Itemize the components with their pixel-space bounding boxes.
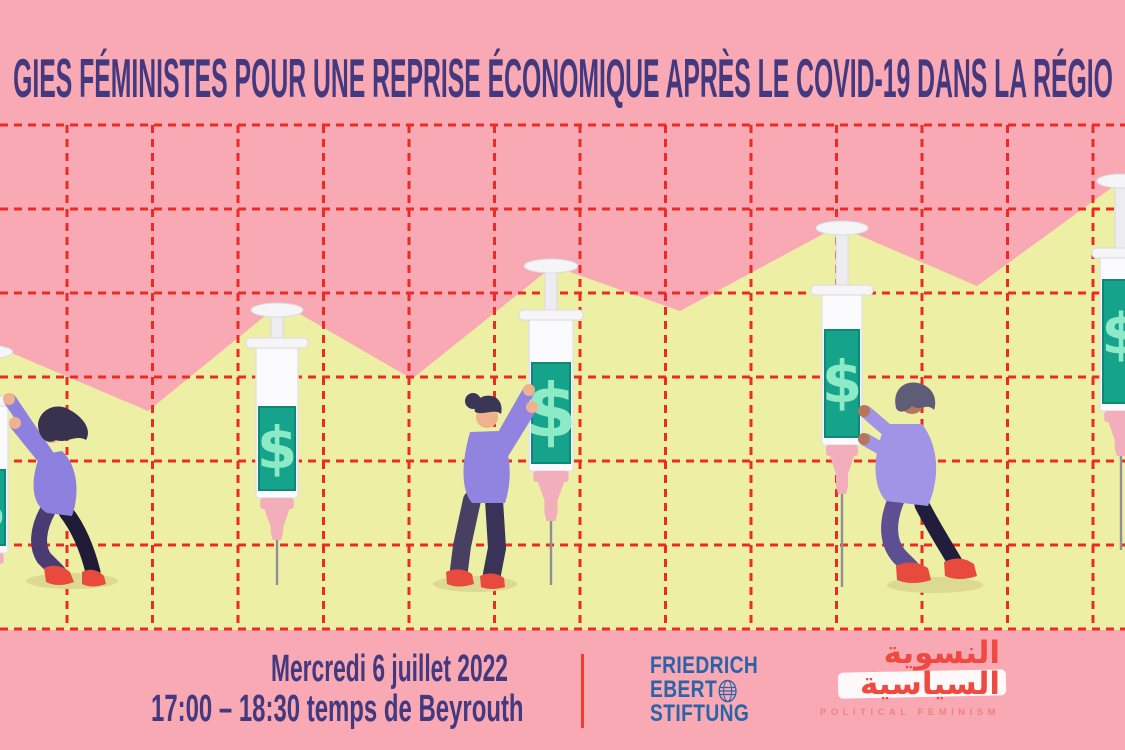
event-date: Mercredi 6 juillet 2022 xyxy=(271,648,508,690)
hair xyxy=(38,406,89,442)
political-feminism-logo: النسوية السياسية POLITICAL FEMINISM xyxy=(819,635,1007,718)
hand xyxy=(858,405,870,417)
hand xyxy=(858,433,870,445)
front-leg xyxy=(450,491,481,579)
right-edge-syringe: $ xyxy=(1091,173,1125,550)
pf-caption: POLITICAL FEMINISM xyxy=(819,707,1000,718)
globe-icon xyxy=(718,679,737,703)
arm xyxy=(491,386,534,452)
red-sneaker xyxy=(896,562,931,583)
red-sneaker xyxy=(944,558,977,579)
small-syringe: $ xyxy=(245,302,309,585)
hand xyxy=(526,401,538,413)
footer-divider xyxy=(581,654,584,728)
red-shoe xyxy=(480,573,505,589)
hair xyxy=(895,382,936,412)
pf-arabic-line1: النسوية xyxy=(883,635,1000,671)
woman-pushing-big-syringe xyxy=(858,382,983,593)
back-leg xyxy=(58,504,101,580)
front-leg xyxy=(31,502,66,580)
fes-logo-line2: EBERT xyxy=(650,676,718,703)
woman-pushing-left-syringe xyxy=(3,393,118,589)
fes-logo-line1: FRIEDRICH xyxy=(650,652,759,679)
red-shoe xyxy=(44,565,74,585)
hand xyxy=(523,384,535,396)
red-shoe xyxy=(82,569,106,587)
fes-logo: FRIEDRICH EBERT STIFTUNG xyxy=(650,652,759,727)
dashed-grid xyxy=(0,123,1125,631)
hand xyxy=(3,393,15,405)
dollar-sign: $ xyxy=(257,414,297,482)
woman-pushing-middle-syringe xyxy=(433,384,538,592)
pf-arabic-line2: السياسية xyxy=(859,666,1000,702)
red-shoe xyxy=(446,569,474,587)
dollar-sign: $ xyxy=(0,474,6,542)
front-leg xyxy=(881,491,920,577)
hand xyxy=(9,417,21,429)
hair xyxy=(474,395,502,414)
big-syringe: $ xyxy=(810,220,874,587)
dollar-syringes: $ $ $ $ $ xyxy=(0,173,1125,587)
torso xyxy=(33,451,77,516)
dollar-sign: $ xyxy=(1102,302,1125,367)
torso xyxy=(463,431,510,503)
event-time: 17:00 – 18:30 temps de Beyrouth xyxy=(151,688,524,730)
torso xyxy=(875,424,937,506)
middle-syringe: $ xyxy=(518,258,584,585)
fes-logo-line3: STIFTUNG xyxy=(650,700,750,727)
back-leg xyxy=(483,491,507,583)
dollar-sign: $ xyxy=(822,348,862,416)
event-title: GIES FÉMINISTES POUR UNE REPRISE ÉCONOMI… xyxy=(12,47,1113,109)
